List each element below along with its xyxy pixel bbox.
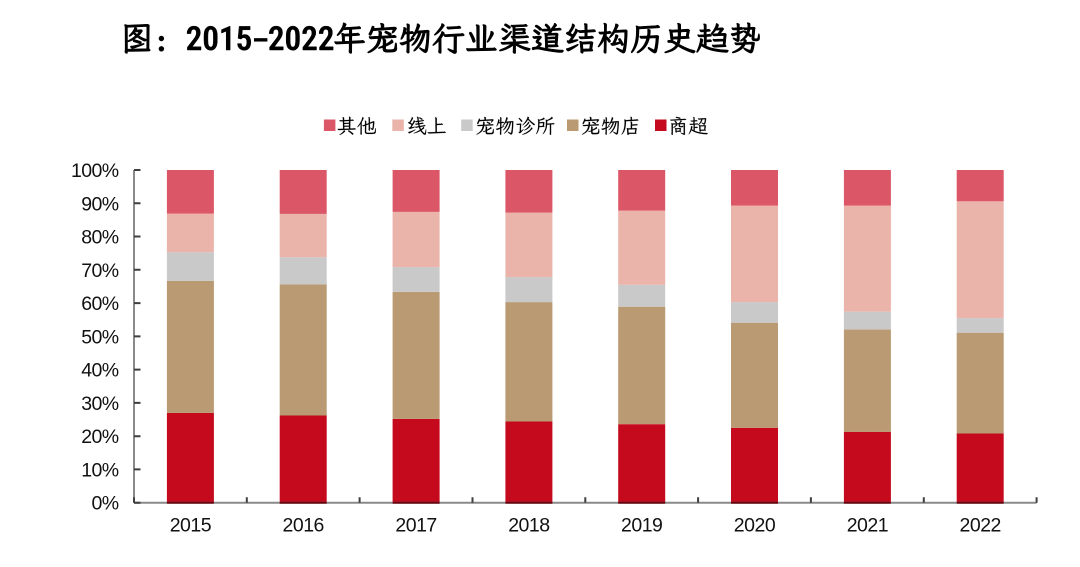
svg-text:100%: 100%: [71, 160, 119, 182]
svg-text:2017: 2017: [395, 515, 436, 537]
svg-text:90%: 90%: [81, 193, 118, 215]
svg-text:80%: 80%: [81, 227, 118, 249]
svg-text:30%: 30%: [81, 393, 118, 415]
svg-text:2022: 2022: [960, 515, 1001, 537]
svg-text:2015: 2015: [170, 515, 212, 537]
svg-text:2018: 2018: [508, 515, 549, 537]
svg-text:20%: 20%: [81, 426, 118, 448]
svg-text:2019: 2019: [621, 515, 662, 537]
svg-text:50%: 50%: [81, 326, 118, 348]
svg-text:0%: 0%: [92, 493, 119, 515]
svg-text:2021: 2021: [847, 515, 888, 537]
svg-text:10%: 10%: [81, 459, 118, 481]
svg-text:60%: 60%: [81, 293, 118, 315]
svg-text:2016: 2016: [283, 515, 324, 537]
svg-text:40%: 40%: [81, 360, 118, 382]
svg-text:70%: 70%: [81, 260, 118, 282]
svg-text:2020: 2020: [734, 515, 776, 537]
